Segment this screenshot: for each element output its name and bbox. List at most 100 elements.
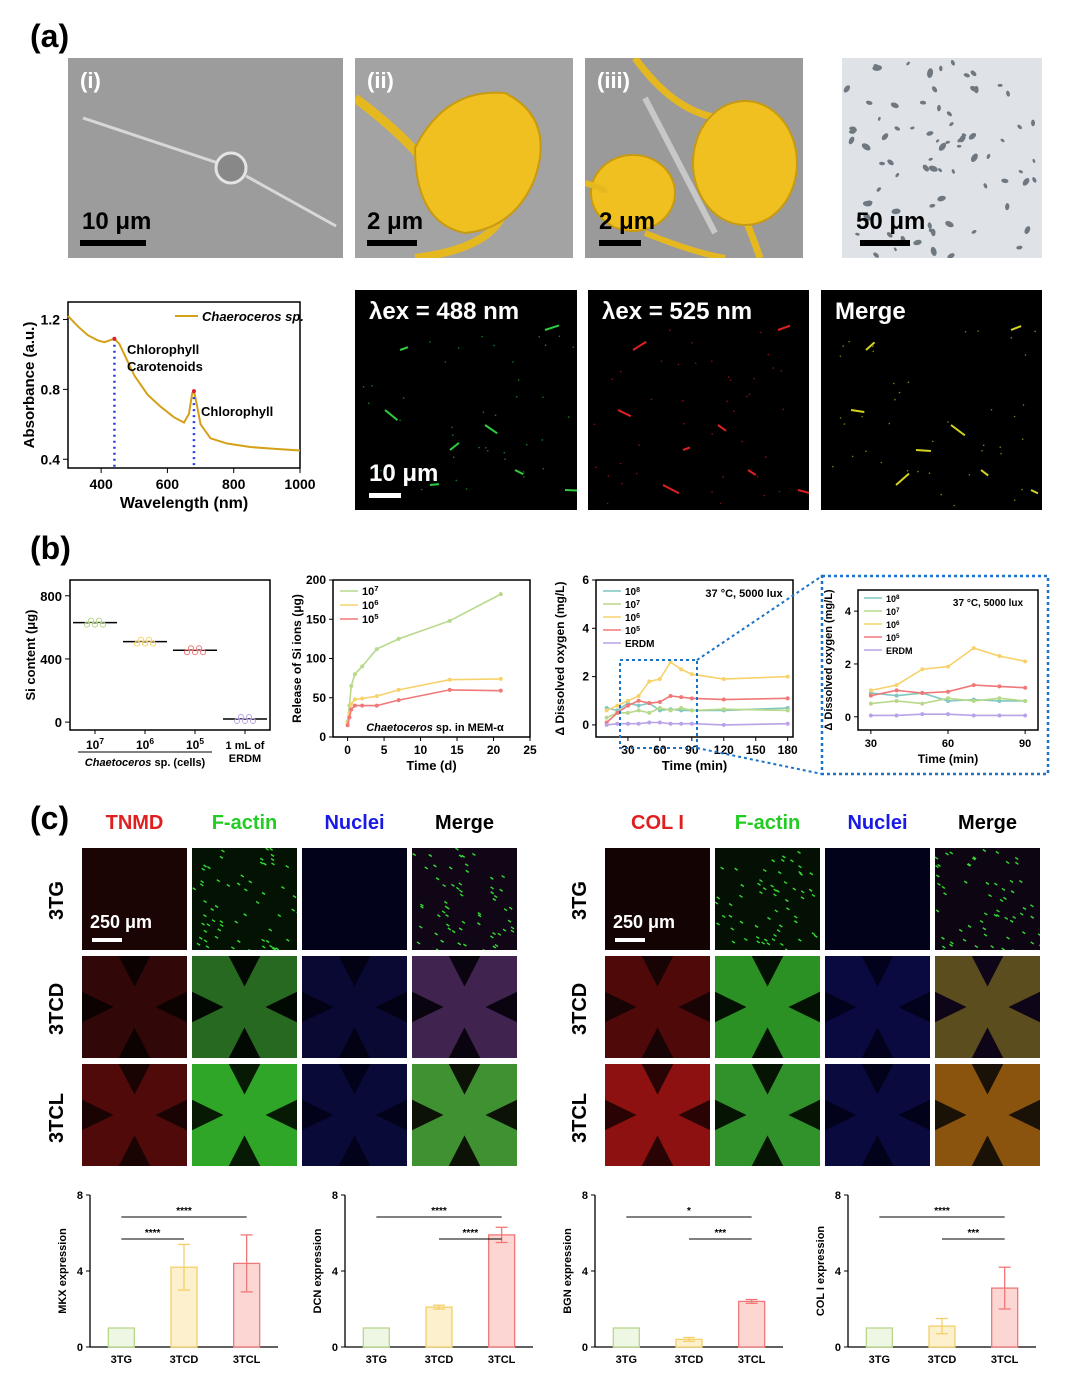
stain-fiber <box>243 888 248 892</box>
sem-scalebar-i <box>80 240 146 246</box>
fluor-dot <box>999 446 1002 448</box>
microscope-cell <box>926 131 934 136</box>
y-tick-label: 0 <box>582 718 589 732</box>
data-point <box>360 703 365 708</box>
stain-fiber <box>198 936 203 940</box>
stain-fiber <box>949 851 954 855</box>
microscope-cell <box>963 73 970 78</box>
absorbance-line <box>67 315 301 452</box>
microscope-cells <box>843 60 1037 258</box>
fluor-dot <box>523 476 525 478</box>
data-point <box>894 683 899 688</box>
data-point <box>92 621 98 628</box>
stain-fiber <box>203 939 208 943</box>
fluor-dot <box>611 378 614 380</box>
stain-fiber <box>502 928 507 932</box>
microscope-cell <box>961 133 967 137</box>
microscope-cell <box>929 203 936 208</box>
stain-fiber <box>734 867 739 871</box>
stain-fiber <box>240 874 245 878</box>
stain-image <box>82 1064 187 1166</box>
scaffold-shape <box>82 1064 187 1166</box>
x-tick-label: 180 <box>778 743 798 757</box>
stain-fiber <box>1030 941 1035 945</box>
stain-fiber <box>756 940 761 944</box>
data-point <box>647 710 652 715</box>
stain-fiber <box>265 939 270 944</box>
data-point <box>374 694 379 699</box>
stain-fiber <box>784 948 789 950</box>
data-point <box>647 679 652 684</box>
stain-fiber <box>203 929 208 933</box>
bar <box>362 1327 390 1348</box>
microscope-cell <box>935 139 940 143</box>
fluor-speck <box>850 409 865 414</box>
series-line <box>346 678 501 724</box>
fluor-dot <box>1021 488 1023 491</box>
x-tick-label: 1 mL of <box>226 740 265 752</box>
fluor-dot <box>517 379 520 381</box>
stain-fiber <box>458 854 463 858</box>
stain-image <box>715 848 820 950</box>
data-point <box>615 710 620 715</box>
stain-fiber <box>489 876 494 880</box>
fluor-speck <box>544 324 560 331</box>
fluor-dot <box>691 342 693 344</box>
stain-fiber <box>988 893 992 898</box>
bar <box>107 1327 135 1348</box>
microscope-cell <box>879 161 885 166</box>
x-tick-label: 3TCL <box>738 1354 766 1366</box>
stain-fiber <box>291 908 296 912</box>
stain-fiber <box>793 915 798 919</box>
fluor-title-488: λex = 488 nm <box>369 298 520 325</box>
scaffold-shape <box>715 956 820 1058</box>
data-point <box>971 646 976 651</box>
data-point <box>868 701 873 706</box>
stain-dots <box>192 848 297 950</box>
data-point <box>242 717 248 724</box>
stain-fiber <box>761 941 766 945</box>
fluor-dot <box>399 419 401 422</box>
scaffold-shape <box>412 1064 517 1166</box>
absorbance-chart: 400 600 800 1000 0.4 0.8 1.2 Wavelength (nm) Abs… <box>21 301 316 512</box>
stain-fiber <box>993 882 998 886</box>
stain-fiber <box>461 920 466 924</box>
microscope-cell <box>891 208 901 215</box>
stain-scaffold <box>412 956 517 1058</box>
x-axis-label: Time (min) <box>662 758 728 773</box>
stain-image <box>82 956 187 1058</box>
fluor-dot <box>1034 330 1037 333</box>
fluor-dot <box>767 353 770 356</box>
stain-fiber <box>798 865 802 869</box>
fluor-speck <box>980 469 989 477</box>
fluor-dot <box>861 415 863 418</box>
stain-fiber <box>993 913 998 917</box>
significance-label: **** <box>431 1206 447 1217</box>
y-tick-label: 200 <box>306 573 326 587</box>
data-point <box>636 698 641 703</box>
stain-fiber <box>255 900 260 905</box>
stain-fiber <box>949 941 954 945</box>
stain-image <box>192 848 297 950</box>
fluor-speck <box>399 346 409 351</box>
stain-fiber <box>757 882 761 886</box>
fluor-dot <box>558 335 561 338</box>
microscope-cell <box>945 140 950 144</box>
stain-scaffold <box>605 956 710 1058</box>
stain-fiber <box>443 900 448 905</box>
stain-fiber <box>501 874 506 879</box>
stain-fiber <box>292 895 297 899</box>
stain-fiber <box>507 919 512 923</box>
stain-fiber <box>461 854 466 858</box>
data-point <box>920 701 925 706</box>
fluor-dot <box>893 382 895 385</box>
stain-scalebar <box>615 938 645 942</box>
stain-fiber <box>743 937 748 942</box>
data-point <box>625 710 630 715</box>
fluor-speck <box>384 409 399 421</box>
stain-fiber <box>464 863 469 867</box>
scaffold-shape <box>935 956 1040 1058</box>
microscope-cell <box>910 126 915 130</box>
fluor-dot <box>848 340 850 343</box>
x-tick-label: 3TG <box>869 1354 890 1366</box>
